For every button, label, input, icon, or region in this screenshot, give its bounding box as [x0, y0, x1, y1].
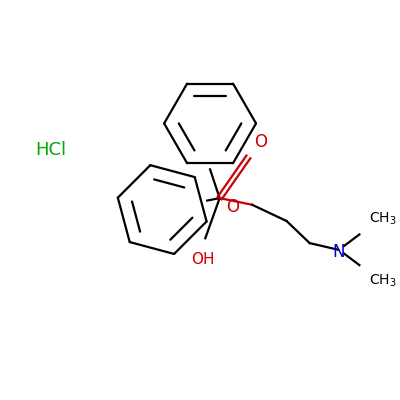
Text: O: O [254, 133, 267, 151]
Text: CH$_3$: CH$_3$ [369, 210, 397, 227]
Text: CH$_3$: CH$_3$ [369, 273, 397, 289]
Text: N: N [332, 243, 344, 261]
Text: O: O [226, 198, 239, 216]
Text: HCl: HCl [35, 141, 66, 159]
Text: OH: OH [192, 252, 215, 267]
